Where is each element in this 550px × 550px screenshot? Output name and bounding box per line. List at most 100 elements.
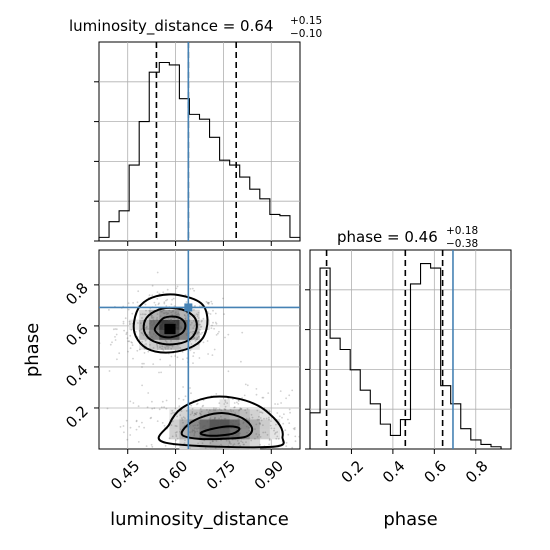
sample-point xyxy=(197,320,200,322)
sample-point xyxy=(189,340,192,343)
sample-point xyxy=(156,291,159,293)
sample-point xyxy=(197,424,199,426)
sample-point xyxy=(175,425,178,428)
sample-point xyxy=(128,340,131,343)
sample-point xyxy=(148,309,151,312)
sample-point xyxy=(143,313,146,316)
sample-point xyxy=(152,320,155,322)
sample-point xyxy=(224,405,227,408)
sample-point xyxy=(189,288,192,290)
sample-point xyxy=(151,294,154,297)
density-cell xyxy=(149,339,160,350)
sample-point xyxy=(269,424,272,427)
density-cell xyxy=(189,309,200,320)
density-cell xyxy=(229,439,240,450)
sample-point xyxy=(218,417,221,420)
sample-point xyxy=(150,321,153,323)
sample-point xyxy=(158,302,160,305)
sample-point xyxy=(224,417,227,420)
sample-point xyxy=(180,410,183,412)
density-cell xyxy=(199,409,210,420)
sample-point xyxy=(201,405,204,408)
sample-point xyxy=(160,310,162,313)
sample-point xyxy=(224,408,227,411)
sample-point xyxy=(289,411,291,414)
density-cell xyxy=(219,409,230,420)
sample-point xyxy=(155,334,157,337)
sample-point xyxy=(163,302,166,305)
contour-inner-0 xyxy=(153,315,187,339)
sample-point xyxy=(234,412,237,415)
sample-point xyxy=(170,303,173,306)
sample-point xyxy=(115,333,118,336)
panel-top-grid xyxy=(99,42,300,241)
sample-point xyxy=(222,297,224,300)
truth-marker xyxy=(184,303,193,312)
sample-point xyxy=(193,320,195,322)
sample-point xyxy=(209,442,212,444)
sample-point xyxy=(145,445,148,447)
sample-point xyxy=(263,417,265,420)
sample-point xyxy=(162,325,165,327)
sample-point xyxy=(122,322,125,325)
p2-xtick-label-2: 0.75 xyxy=(203,457,239,493)
sample-point xyxy=(146,325,148,328)
density-cell xyxy=(189,439,200,450)
sample-point xyxy=(193,309,195,311)
luminosity-distance-title-main: luminosity_distance = 0.64 xyxy=(69,17,273,36)
sample-point xyxy=(294,440,297,443)
sample-point xyxy=(128,320,131,323)
sample-point xyxy=(212,440,214,443)
sample-point xyxy=(181,417,183,420)
sample-point xyxy=(212,309,214,312)
sample-point xyxy=(267,416,270,419)
sample-point xyxy=(178,397,180,400)
sample-point xyxy=(176,356,179,359)
phase-histogram-steps xyxy=(309,263,511,450)
sample-point xyxy=(167,312,170,315)
sample-point xyxy=(198,357,201,359)
sample-point xyxy=(250,413,253,416)
sample-point xyxy=(212,419,214,421)
sample-point xyxy=(166,288,169,291)
sample-point xyxy=(148,294,151,297)
sample-point xyxy=(158,371,160,374)
sample-point xyxy=(162,349,165,352)
sample-point xyxy=(162,309,165,312)
sample-point xyxy=(214,424,217,426)
sample-point xyxy=(156,420,159,422)
sample-point xyxy=(184,439,186,442)
sample-point xyxy=(141,340,144,343)
sample-point xyxy=(152,347,155,349)
sample-point xyxy=(184,318,187,320)
sample-point xyxy=(223,313,226,315)
sample-point xyxy=(129,434,132,436)
sample-point xyxy=(182,416,185,419)
sample-point xyxy=(152,318,155,321)
sample-point xyxy=(170,348,173,350)
sample-point xyxy=(230,421,232,423)
sample-point xyxy=(214,321,217,324)
ph-xtick-label-3: 0.8 xyxy=(462,457,492,487)
sample-point xyxy=(176,415,179,418)
sample-point xyxy=(235,420,237,423)
sample-point xyxy=(197,331,200,333)
sample-point xyxy=(183,314,186,316)
sample-point xyxy=(172,310,174,313)
sample-point xyxy=(214,312,217,315)
sample-point xyxy=(108,370,111,372)
sample-point xyxy=(200,410,203,413)
sample-point xyxy=(197,317,200,319)
sample-point xyxy=(164,445,167,447)
sample-point xyxy=(198,335,200,338)
sample-point xyxy=(193,434,196,437)
sample-point xyxy=(144,313,147,316)
sample-point xyxy=(293,428,296,431)
sample-point xyxy=(161,400,164,403)
sample-point xyxy=(209,313,212,315)
sample-point xyxy=(179,325,182,328)
sample-point xyxy=(170,355,173,358)
sample-point xyxy=(154,304,157,306)
sample-point xyxy=(151,400,153,403)
panel-2d-ticks: 0.45 0.60 0.75 0.90 0.2 0.4 0.6 0.8 xyxy=(62,279,287,493)
